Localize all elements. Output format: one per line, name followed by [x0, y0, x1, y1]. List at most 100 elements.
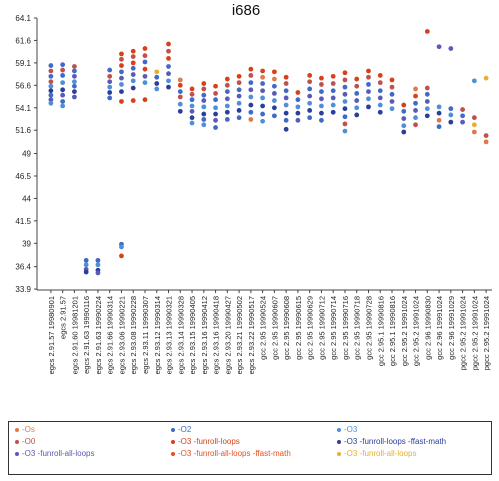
data-point: [366, 104, 371, 110]
x-tick-label: gcc 2.95 19990716: [341, 296, 350, 360]
data-point: [424, 91, 430, 97]
data-point: [201, 98, 207, 103]
data-point: [413, 122, 418, 128]
data-point: [271, 91, 277, 96]
data-point: [213, 105, 218, 111]
y-tick-label: 39: [22, 239, 31, 248]
data-point: [213, 111, 218, 117]
data-point: [189, 103, 195, 109]
data-point: [342, 99, 348, 104]
data-point: [213, 117, 218, 123]
data-point: [260, 88, 266, 94]
data-point: [166, 71, 171, 77]
data-point: [48, 73, 54, 79]
data-point: [389, 91, 395, 97]
data-point: [283, 102, 289, 108]
data-point: [72, 73, 77, 79]
x-tick-label: egcs 2.91.57: [59, 296, 68, 339]
x-tick-label: egcs 2.91.63 19990224: [94, 296, 103, 374]
data-point: [295, 117, 301, 123]
data-point: [119, 244, 124, 250]
data-point: [130, 72, 136, 77]
x-tick-label: pgcc 2.95.2 19991024: [459, 296, 468, 370]
data-point: [448, 119, 454, 125]
data-point: [413, 108, 418, 113]
data-point: [119, 69, 124, 75]
data-point: [366, 74, 371, 80]
x-axis-ticks: egcs 2.91.57 19980901 egcs 2.91.57 egcs 2.…: [47, 290, 491, 374]
data-point: [248, 80, 254, 86]
legend-marker: [337, 440, 341, 444]
data-point: [377, 95, 383, 101]
data-point: [448, 106, 454, 112]
data-point: [436, 124, 442, 130]
x-tick-label: egcs 2.93.21 19990502: [235, 296, 244, 374]
data-point: [189, 86, 195, 92]
x-tick-label: gcc 2.95 19990629: [306, 296, 315, 360]
data-point: [60, 87, 66, 93]
data-point: [248, 73, 254, 78]
data-point: [366, 82, 371, 87]
y-tick-label: 54.1: [15, 104, 31, 113]
data-point: [130, 98, 136, 103]
data-point: [342, 77, 348, 83]
data-point: [283, 110, 289, 116]
data-point: [142, 97, 148, 103]
data-point: [130, 78, 136, 84]
x-tick-label: gcc 2.95.2 19991024: [412, 296, 421, 366]
data-point: [119, 253, 124, 259]
x-tick-label: egcs 2.93.22 19990517: [247, 296, 256, 374]
x-tick-label: egcs 2.93.14 19990328: [176, 296, 185, 374]
data-point: [295, 110, 301, 116]
x-tick-label: gcc 2.96 19990830: [423, 296, 432, 360]
data-point: [142, 46, 148, 51]
data-point: [248, 66, 254, 72]
data-point: [236, 73, 242, 79]
data-point: [60, 99, 66, 104]
data-point: [377, 73, 383, 78]
data-point: [319, 75, 324, 81]
data-point: [354, 76, 360, 82]
data-point: [413, 100, 418, 106]
x-tick-label: egcs 2.93.16 19990418: [212, 296, 221, 374]
data-point: [48, 83, 54, 89]
data-point: [330, 88, 336, 94]
data-point: [307, 93, 313, 99]
y-tick-label: 41.5: [15, 217, 31, 226]
data-point: [319, 110, 324, 116]
y-tick-label: 33.9: [15, 285, 31, 294]
data-point: [48, 79, 54, 85]
legend-marker: [171, 452, 175, 456]
data-point: [295, 104, 301, 110]
data-point: [342, 70, 348, 76]
data-point: [248, 102, 254, 108]
data-point: [142, 59, 148, 65]
x-tick-label: egcs 2.91.63 19990116: [82, 296, 91, 374]
data-point: [319, 117, 324, 123]
data-point: [224, 89, 230, 95]
x-tick-label: egcs 2.91.57 19980901: [47, 296, 56, 374]
data-point: [271, 105, 277, 111]
x-tick-label: gcc 2.96 19991029: [447, 296, 456, 360]
data-point: [424, 106, 430, 112]
data-point: [436, 104, 442, 110]
data-point: [107, 67, 113, 73]
data-point: [366, 68, 371, 74]
x-tick-label: egcs 2.93.13 19990321: [165, 296, 174, 374]
legend-item: -O3: [337, 425, 357, 435]
data-point: [236, 80, 242, 86]
x-tick-label: gcc 2.95.2 19991024: [400, 296, 409, 366]
x-tick-label: egcs 2.91.66 19990314: [106, 296, 115, 374]
x-tick-label: egcs 2.93.08 19990228: [129, 296, 138, 374]
x-tick-label: egcs 2.91.60 19981201: [70, 296, 79, 374]
data-point: [224, 96, 230, 102]
data-point: [283, 126, 289, 132]
data-point: [436, 117, 442, 123]
data-point: [236, 115, 242, 121]
data-point: [177, 108, 183, 114]
y-axis-ticks: 64.1 61.6 59.1 56.6 54.1 51.6 49 46.5 44 41.5 39 36…: [15, 14, 37, 294]
legend-label: -Os: [22, 425, 35, 434]
data-point: [295, 90, 301, 95]
data-point: [72, 94, 77, 100]
data-point: [119, 99, 124, 104]
